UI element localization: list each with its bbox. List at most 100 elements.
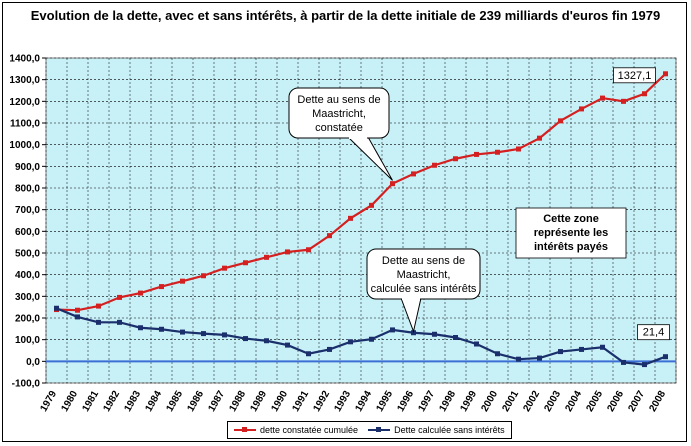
y-tick-label: 500,0: [15, 249, 40, 260]
y-tick-label: 800,0: [15, 184, 40, 195]
callout-line: calculée sans intérêts: [371, 283, 477, 295]
series-point: [75, 314, 80, 320]
callout-line: Maastricht,: [312, 108, 366, 120]
y-tick-label: 900,0: [15, 162, 40, 173]
x-tick-label: 1992: [311, 389, 332, 414]
series-point: [537, 135, 542, 141]
x-tick-label: 2008: [647, 389, 668, 414]
x-tick-label: 1999: [458, 389, 479, 414]
zone-box-line: Cette zone: [543, 213, 599, 225]
x-tick-label: 1996: [395, 389, 416, 414]
series-point: [621, 98, 626, 104]
chart-title: Evolution de la dette, avec et sans inté…: [30, 8, 661, 23]
series-point: [348, 339, 353, 345]
y-tick-label: 100,0: [15, 335, 40, 346]
series-point: [432, 162, 437, 168]
series-point: [474, 341, 479, 347]
series-point: [201, 331, 206, 337]
series-point: [348, 215, 353, 221]
x-tick-label: 2002: [521, 389, 542, 414]
series-point: [621, 359, 626, 365]
x-tick-label: 2004: [563, 389, 584, 414]
series-point: [327, 346, 332, 352]
series-line-constatee: [56, 72, 667, 312]
y-tick-label: 400,0: [15, 270, 40, 281]
y-tick-label: 1100,0: [10, 119, 40, 130]
callout-line: constatée: [315, 122, 363, 134]
y-tick-label: 1200,0: [9, 97, 40, 108]
x-tick-label: 1984: [143, 389, 164, 414]
callout-joint: [402, 296, 420, 300]
series-point: [201, 273, 206, 279]
end-label-text: 21,4: [643, 327, 664, 339]
series-point: [432, 331, 437, 337]
y-tick-label: 300,0: [15, 292, 40, 303]
callout-box: [288, 87, 390, 139]
x-tick-label: 2000: [479, 389, 500, 414]
x-tick-label: 1980: [59, 389, 80, 414]
series-point: [159, 284, 164, 290]
zone-box-line: intérêts payés: [534, 241, 608, 253]
series-point: [369, 336, 374, 342]
series-point: [243, 260, 248, 266]
series-point: [222, 265, 227, 271]
end-label-text: 1327,1: [618, 70, 652, 82]
x-tick-label: 2003: [542, 389, 563, 414]
zone-box-rect: [515, 207, 627, 259]
series-point: [117, 319, 122, 325]
x-tick-label: 1988: [227, 389, 248, 414]
series-point: [558, 349, 563, 355]
series-point: [96, 303, 101, 309]
y-tick-label: 200,0: [15, 314, 40, 325]
series-point: [285, 249, 290, 255]
series-point: [663, 354, 668, 360]
series-point: [117, 294, 122, 300]
series-point: [663, 71, 668, 77]
series-point: [516, 146, 521, 152]
series-point: [285, 342, 290, 348]
series-point: [495, 351, 500, 357]
series-point: [411, 171, 416, 177]
y-tick-label: 1400,0: [9, 54, 40, 65]
x-tick-label: 1995: [374, 389, 395, 414]
series-point: [369, 202, 374, 208]
x-tick-label: 1990: [269, 389, 290, 414]
y-tick-label: 1300,0: [9, 75, 40, 86]
x-tick-label: 1994: [353, 389, 374, 414]
series-point: [516, 356, 521, 362]
series-point: [159, 326, 164, 332]
series-point: [54, 305, 59, 311]
series-point: [390, 181, 395, 187]
series-point: [453, 156, 458, 162]
x-tick-label: 1989: [248, 389, 269, 414]
series-point: [264, 338, 269, 344]
callout-line: Dette au sens de: [382, 255, 465, 267]
end-label-sans-interets: 21,4: [637, 324, 670, 341]
series-point: [579, 106, 584, 112]
series-point: [306, 351, 311, 357]
x-tick-label: 1991: [290, 389, 311, 414]
series-point: [306, 247, 311, 253]
series-point: [537, 355, 542, 361]
x-tick-label: 1986: [185, 389, 206, 414]
x-tick-label: 1998: [437, 389, 458, 414]
series-point: [327, 233, 332, 239]
y-tick-label: 600,0: [15, 227, 40, 238]
series-line-sans-interets: [56, 307, 666, 366]
series-point: [264, 254, 269, 260]
series-point: [642, 91, 647, 97]
series-point: [222, 332, 227, 338]
legend-swatch-blue-icon: [368, 427, 391, 432]
series-point: [96, 319, 101, 325]
series-point: [75, 307, 80, 313]
series-point: [579, 346, 584, 352]
y-tick-label: 0,0: [26, 357, 40, 368]
series-point: [474, 151, 479, 157]
legend-swatch-red-icon: [234, 427, 256, 432]
x-tick-label: 1981: [80, 389, 101, 414]
y-tick-label: 1000,0: [9, 140, 40, 151]
x-tick-label: 1993: [332, 389, 353, 414]
x-tick-label: 1985: [164, 389, 185, 414]
callout-line: Dette au sens de: [297, 94, 380, 106]
